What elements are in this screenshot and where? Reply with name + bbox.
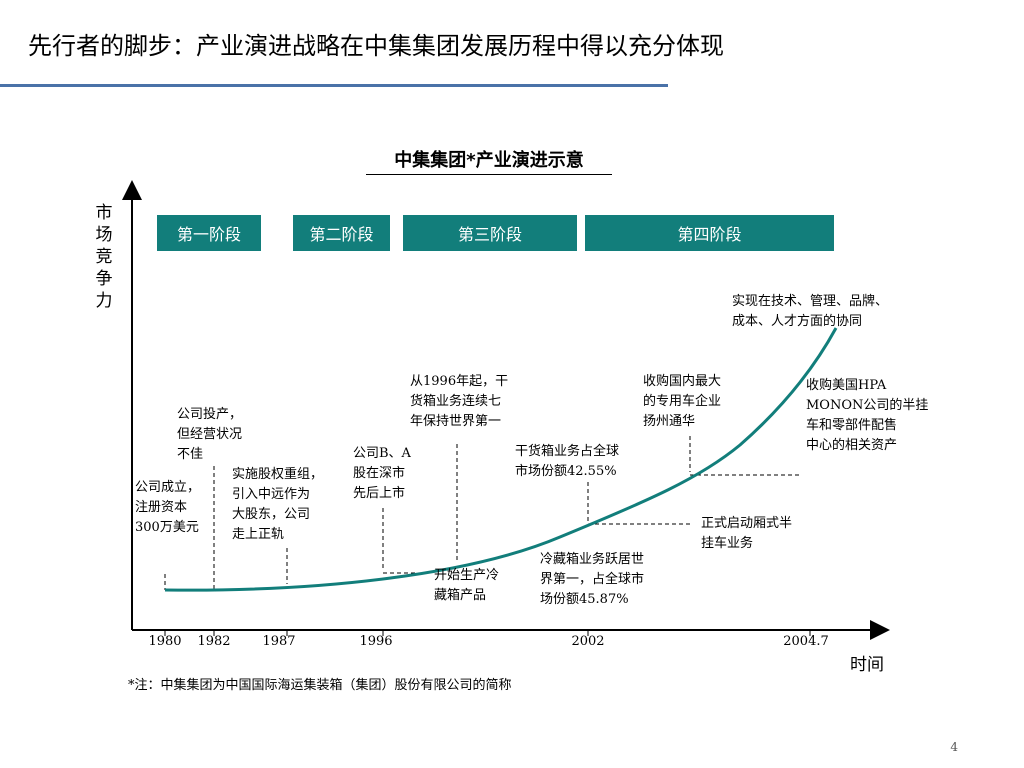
event-yangzhou: 收购国内最大 的专用车企业 扬州通华 (643, 374, 722, 429)
event-founding: 公司成立， 注册资本 300万美元 (135, 480, 201, 535)
footnote: *注：中集集团为中国国际海运集装箱（集团）股份有限公司的简称 (128, 678, 512, 693)
event-listing: 公司B、A 股在深市 先后上市 (353, 446, 411, 501)
event-production: 公司投产， 但经营状况 不佳 (177, 407, 243, 462)
x-tick-label-1987: 1987 (262, 634, 296, 649)
y-axis-label: 市场竞争力 (95, 203, 113, 311)
stage-1: 第一阶段 (157, 215, 261, 251)
x-tick-label-2002: 2002 (571, 634, 605, 649)
x-axis-label: 时间 (850, 655, 884, 675)
event-hpa-monon: 收购美国HPA MONON公司的半挂 车和零部件配售 中心的相关资产 (806, 378, 929, 453)
x-tick-label-1980: 1980 (148, 634, 182, 649)
event-dry-container-1996: 从1996年起，干 货箱业务连续七 年保持世界第一 (410, 374, 509, 429)
event-dry-share: 干货箱业务占全球 市场份额42.55% (515, 444, 620, 479)
stage-2: 第二阶段 (293, 215, 390, 251)
event-restructure: 实施股权重组， 引入中远作为 大股东，公司 走上正轨 (232, 467, 324, 542)
diagram-title-underline (366, 174, 612, 175)
x-tick-label-2004-7: 2004.7 (783, 634, 829, 649)
title-rule (0, 84, 668, 87)
event-synergy: 实现在技术、管理、品牌、 成本、人才方面的协同 (732, 294, 889, 329)
evolution-curve (164, 327, 838, 592)
page-number: 4 (950, 740, 958, 754)
x-tick-label-1982: 1982 (197, 634, 231, 649)
stage-3: 第三阶段 (403, 215, 577, 251)
stage-4: 第四阶段 (585, 215, 834, 251)
slide-title: 先行者的脚步：产业演进战略在中集集团发展历程中得以充分体现 (28, 32, 724, 60)
event-reefer-start: 开始生产冷 藏箱产品 (434, 568, 500, 603)
event-trailer: 正式启动厢式半 挂车业务 (701, 516, 793, 551)
diagram-title: 中集集团*产业演进示意 (394, 150, 584, 171)
event-reefer-first: 冷藏箱业务跃居世 界第一，占全球市 场份额45.87% (540, 552, 645, 607)
x-tick-label-1996: 1996 (359, 634, 393, 649)
